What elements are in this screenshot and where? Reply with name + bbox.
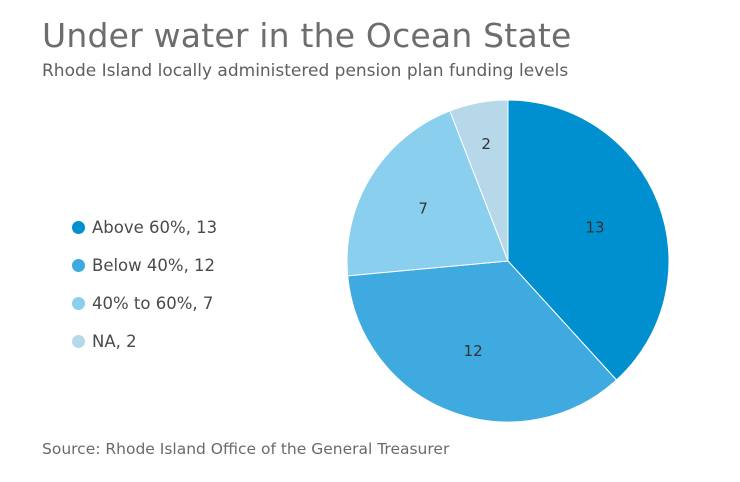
legend-item-na: NA, 2 <box>72 322 217 360</box>
legend-swatch-above-60 <box>72 220 85 234</box>
legend-item-above-60: Above 60%, 13 <box>72 208 217 246</box>
legend-swatch-na <box>72 334 85 348</box>
pie-label-below-40: 12 <box>464 342 483 360</box>
legend-label-above-60: Above 60%, 13 <box>92 217 218 237</box>
chart-title: Under water in the Ocean State <box>42 16 572 55</box>
pie-label-40-to-60: 7 <box>418 199 428 217</box>
legend-label-below-40: Below 40%, 12 <box>92 255 216 275</box>
legend-item-below-40: Below 40%, 12 <box>72 246 217 284</box>
legend-label-40-to-60: 40% to 60%, 7 <box>92 293 214 313</box>
pie-slice-40-to-60 <box>346 110 509 277</box>
legend-label-na: NA, 2 <box>92 331 137 351</box>
pie-slice-above-60 <box>507 99 670 381</box>
source-note: Source: Rhode Island Office of the Gener… <box>42 440 450 458</box>
legend-swatch-40-to-60 <box>72 296 85 310</box>
pie-label-above-60: 13 <box>586 218 605 236</box>
pie-slice-na <box>449 99 509 262</box>
pie-label-na: 2 <box>481 135 491 153</box>
legend: Above 60%, 13 Below 40%, 12 40% to 60%, … <box>72 208 217 360</box>
legend-swatch-below-40 <box>72 258 85 272</box>
legend-item-40-to-60: 40% to 60%, 7 <box>72 284 217 322</box>
chart-subtitle: Rhode Island locally administered pensio… <box>42 61 569 81</box>
pie-slice-below-40 <box>347 260 618 423</box>
